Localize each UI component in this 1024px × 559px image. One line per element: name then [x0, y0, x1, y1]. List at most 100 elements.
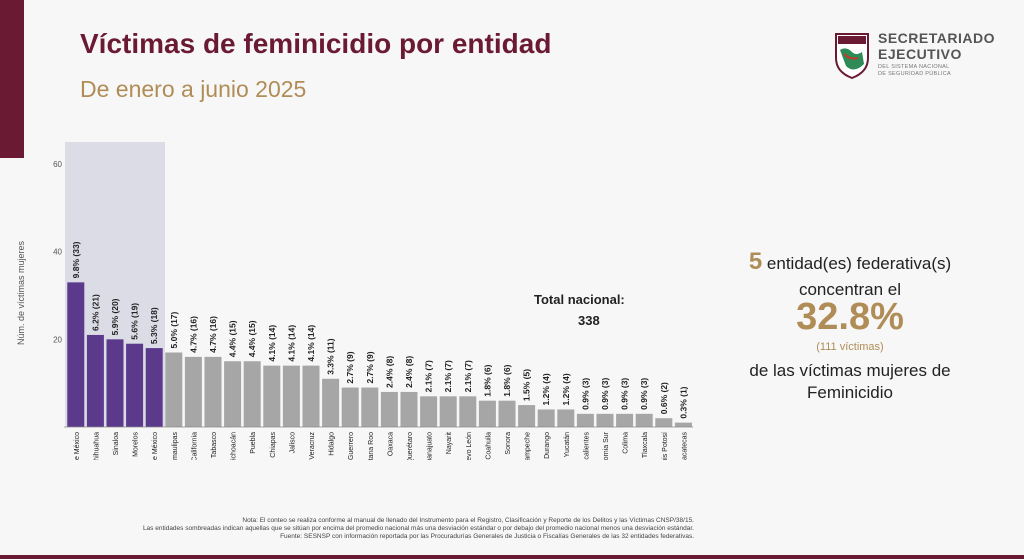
bar	[302, 365, 320, 427]
bar-value-label: 5.6% (19)	[130, 303, 140, 340]
kpi-panel: 5 entidad(es) federativa(s) concentran e…	[700, 248, 1000, 403]
note-line2: Las entidades sombreadas indican aquella…	[142, 525, 694, 532]
logo-line3: DEL SISTEMA NACIONAL	[878, 64, 950, 70]
bar-value-label: 4.1% (14)	[267, 325, 277, 362]
category-label: Ciudad de México	[152, 432, 159, 460]
page-subtitle: De enero a junio 2025	[80, 76, 307, 102]
category-label: Campeche	[525, 432, 532, 460]
category-label: Chiapas	[270, 432, 277, 458]
bar	[165, 352, 183, 427]
bar-value-label: 0.9% (3)	[580, 378, 590, 410]
bar	[106, 339, 124, 427]
category-label: Tabasco	[211, 432, 218, 458]
bar-value-label: 4.1% (14)	[306, 325, 316, 362]
category-label: Jalisco	[289, 432, 296, 454]
bar	[635, 413, 653, 427]
bar-value-label: 0.3% (1)	[678, 386, 688, 418]
bottom-accent-band	[0, 555, 1024, 559]
bar	[596, 413, 614, 427]
bar	[243, 361, 261, 427]
bar-value-label: 1.2% (4)	[541, 373, 551, 405]
bar-value-label: 1.5% (5)	[522, 369, 532, 401]
bar	[537, 409, 555, 427]
bar	[282, 365, 300, 427]
category-label: Sinaloa	[113, 432, 120, 455]
y-tick-label: 20	[53, 335, 62, 344]
bar-value-label: 2.4% (8)	[404, 356, 414, 388]
kpi-sub: (111 víctimas)	[816, 341, 884, 353]
kpi-line4: Feminicidio	[807, 383, 893, 402]
kpi-line2: concentran el	[798, 280, 902, 299]
bar-value-label: 5.3% (18)	[149, 307, 159, 344]
bar-value-label: 4.7% (16)	[208, 316, 218, 353]
shield-icon	[835, 33, 869, 80]
bar	[439, 396, 457, 427]
category-label: Tamaulipas	[172, 432, 179, 460]
bar-chart: 20 40 60 9.8% (33) Estado de México 6.2% (21)…	[53, 142, 694, 460]
bar-value-label: 0.9% (3)	[620, 378, 630, 410]
y-tick-label: 60	[53, 160, 62, 169]
category-label: Zacatecas	[681, 432, 688, 460]
bar-value-label: 2.1% (7)	[424, 360, 434, 392]
category-label: Hidalgo	[329, 432, 336, 456]
category-label: Michoacán	[231, 432, 238, 460]
bar	[361, 387, 379, 427]
logo-line4: DE SEGURIDAD PÚBLICA	[878, 71, 951, 77]
bar	[420, 396, 438, 427]
category-label: Nuevo León	[466, 432, 473, 460]
category-label: Colima	[623, 432, 630, 454]
bar	[86, 334, 104, 427]
y-tick-label: 40	[53, 248, 62, 257]
bar	[655, 418, 673, 427]
bar-value-label: 2.7% (9)	[365, 351, 375, 383]
category-label: Baja California Sur	[603, 431, 610, 460]
category-label: Chihuahua	[93, 432, 100, 460]
bar-value-label: 0.6% (2)	[659, 382, 669, 414]
bar-value-label: 5.0% (17)	[169, 311, 179, 348]
kpi-percent: 32.8%	[796, 296, 904, 338]
category-label: Oaxaca	[387, 432, 394, 456]
bar	[224, 361, 242, 427]
bar-value-label: 2.1% (7)	[443, 360, 453, 392]
bar-value-label: 6.2% (21)	[90, 294, 100, 331]
category-label: Veracruz	[309, 432, 316, 460]
bar-value-label: 0.9% (3)	[600, 378, 610, 410]
bar-value-label: 4.1% (14)	[286, 325, 296, 362]
bar	[498, 400, 516, 427]
category-label: San Luis Potosí	[662, 432, 669, 460]
kpi-line3: de las víctimas mujeres de	[749, 361, 951, 380]
bar	[341, 387, 359, 427]
bar-value-label: 2.7% (9)	[345, 351, 355, 383]
category-label: Guanajuato	[427, 432, 434, 460]
bar-value-label: 4.7% (16)	[188, 316, 198, 353]
bar	[263, 365, 281, 427]
total-label: Total nacional:	[534, 292, 625, 307]
category-label: Morelos	[133, 432, 140, 457]
bar	[322, 378, 340, 427]
category-label: Tlaxcala	[642, 432, 649, 458]
bar	[616, 413, 634, 427]
bar-value-label: 2.1% (7)	[463, 360, 473, 392]
kpi-line1-text: entidad(es) federativa(s)	[766, 254, 952, 273]
kpi-count: 5	[748, 248, 763, 275]
total-value: 338	[578, 313, 600, 328]
bar-value-label: 1.2% (4)	[561, 373, 571, 405]
category-label: Durango	[544, 432, 551, 459]
bar	[478, 400, 496, 427]
category-label: Aguascalientes	[583, 432, 590, 460]
category-label: Querétaro	[407, 432, 414, 460]
bar-value-label: 3.3% (11)	[326, 338, 336, 375]
logo-line2: EJECUTIVO	[878, 46, 962, 62]
category-label: Yucatán	[564, 432, 571, 457]
category-label: Quintana Roo	[368, 432, 375, 460]
bar	[126, 343, 144, 427]
page-title: Víctimas de feminicidio por entidad	[80, 28, 552, 59]
logo-line1: SECRETARIADO	[878, 30, 995, 46]
bar	[674, 422, 692, 427]
category-label: Puebla	[250, 432, 257, 454]
note-line3: Fuente: SESNSP con información reportada…	[280, 533, 694, 540]
bar-value-label: 4.4% (15)	[228, 320, 238, 357]
bar-value-label: 0.9% (3)	[639, 378, 649, 410]
note-line1: Nota: El conteo se realiza conforme al m…	[242, 517, 694, 524]
bar	[557, 409, 575, 427]
